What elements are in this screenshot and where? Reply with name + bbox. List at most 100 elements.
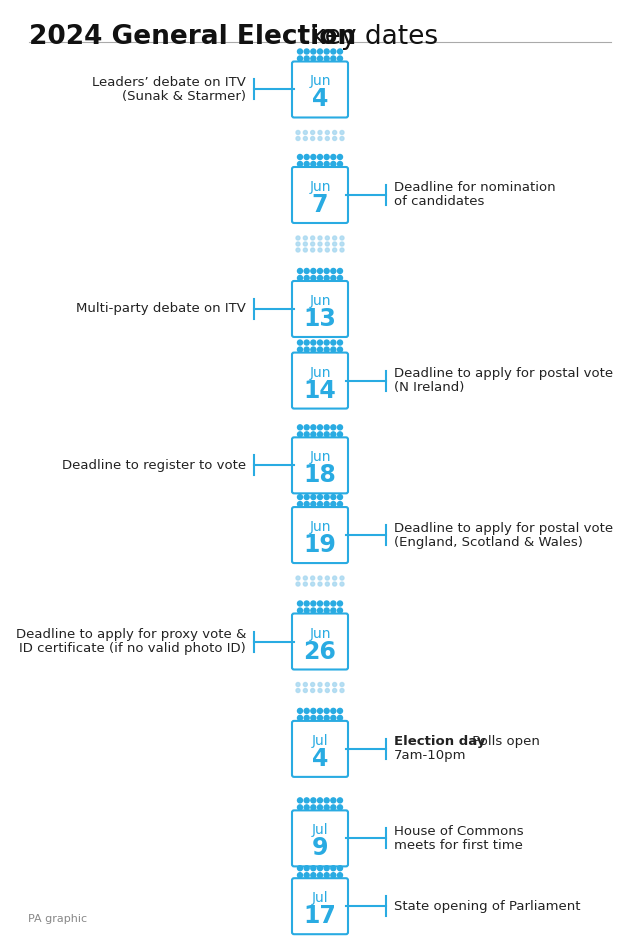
Circle shape bbox=[298, 268, 303, 273]
Text: (Sunak & Starmer): (Sunak & Starmer) bbox=[122, 90, 246, 103]
Circle shape bbox=[337, 431, 342, 437]
Circle shape bbox=[304, 501, 309, 507]
Text: Jun: Jun bbox=[309, 450, 331, 464]
FancyBboxPatch shape bbox=[292, 167, 348, 223]
Circle shape bbox=[304, 708, 309, 713]
Circle shape bbox=[298, 608, 303, 613]
Text: Jun: Jun bbox=[309, 520, 331, 534]
Circle shape bbox=[303, 683, 307, 687]
FancyBboxPatch shape bbox=[292, 878, 348, 934]
Circle shape bbox=[304, 804, 309, 810]
Circle shape bbox=[311, 804, 316, 810]
Circle shape bbox=[298, 154, 303, 159]
Circle shape bbox=[324, 431, 329, 437]
Circle shape bbox=[317, 866, 323, 870]
Circle shape bbox=[340, 137, 344, 140]
Circle shape bbox=[333, 689, 337, 692]
Circle shape bbox=[337, 804, 342, 810]
Circle shape bbox=[317, 56, 323, 61]
Circle shape bbox=[317, 495, 323, 499]
Circle shape bbox=[324, 708, 329, 713]
Circle shape bbox=[324, 804, 329, 810]
Circle shape bbox=[310, 577, 315, 580]
Circle shape bbox=[296, 131, 300, 135]
Circle shape bbox=[304, 608, 309, 613]
Circle shape bbox=[337, 608, 342, 613]
Circle shape bbox=[311, 56, 316, 61]
Circle shape bbox=[298, 708, 303, 713]
Circle shape bbox=[318, 137, 322, 140]
Circle shape bbox=[333, 582, 337, 586]
Text: Jul: Jul bbox=[312, 823, 328, 837]
Circle shape bbox=[318, 236, 322, 240]
Text: Deadline to apply for postal vote: Deadline to apply for postal vote bbox=[394, 367, 613, 380]
Circle shape bbox=[337, 49, 342, 54]
Circle shape bbox=[304, 275, 309, 281]
Circle shape bbox=[340, 683, 344, 687]
Circle shape bbox=[331, 715, 336, 721]
Circle shape bbox=[331, 268, 336, 273]
Text: Jun: Jun bbox=[309, 180, 331, 194]
Circle shape bbox=[311, 154, 316, 159]
Circle shape bbox=[337, 715, 342, 721]
Circle shape bbox=[324, 340, 329, 345]
Circle shape bbox=[331, 798, 336, 803]
Circle shape bbox=[331, 866, 336, 870]
Text: Deadline to register to vote: Deadline to register to vote bbox=[62, 459, 246, 472]
Circle shape bbox=[324, 608, 329, 613]
Circle shape bbox=[304, 268, 309, 273]
Circle shape bbox=[324, 161, 329, 167]
Circle shape bbox=[310, 248, 315, 252]
Circle shape bbox=[324, 56, 329, 61]
Circle shape bbox=[317, 501, 323, 507]
FancyBboxPatch shape bbox=[292, 507, 348, 563]
Circle shape bbox=[303, 248, 307, 252]
Circle shape bbox=[337, 154, 342, 159]
Circle shape bbox=[331, 601, 336, 606]
FancyBboxPatch shape bbox=[292, 437, 348, 494]
Circle shape bbox=[303, 582, 307, 586]
Circle shape bbox=[337, 56, 342, 61]
Circle shape bbox=[296, 683, 300, 687]
Text: 4: 4 bbox=[312, 747, 328, 771]
FancyBboxPatch shape bbox=[292, 810, 348, 867]
FancyBboxPatch shape bbox=[292, 281, 348, 337]
Circle shape bbox=[340, 577, 344, 580]
Circle shape bbox=[318, 689, 322, 692]
Circle shape bbox=[310, 137, 315, 140]
Circle shape bbox=[310, 689, 315, 692]
Circle shape bbox=[317, 275, 323, 281]
Circle shape bbox=[298, 804, 303, 810]
Circle shape bbox=[325, 242, 330, 246]
Circle shape bbox=[337, 275, 342, 281]
Circle shape bbox=[298, 347, 303, 352]
Circle shape bbox=[303, 236, 307, 240]
Circle shape bbox=[337, 708, 342, 713]
Circle shape bbox=[296, 582, 300, 586]
Circle shape bbox=[311, 425, 316, 430]
Circle shape bbox=[303, 137, 307, 140]
FancyBboxPatch shape bbox=[292, 352, 348, 409]
Circle shape bbox=[333, 131, 337, 135]
Circle shape bbox=[325, 582, 330, 586]
Text: 17: 17 bbox=[303, 904, 337, 928]
Circle shape bbox=[298, 872, 303, 878]
Circle shape bbox=[311, 608, 316, 613]
Circle shape bbox=[304, 866, 309, 870]
Text: Jun: Jun bbox=[309, 365, 331, 380]
Circle shape bbox=[304, 347, 309, 352]
Circle shape bbox=[304, 798, 309, 803]
Circle shape bbox=[304, 161, 309, 167]
Circle shape bbox=[331, 161, 336, 167]
Circle shape bbox=[310, 236, 315, 240]
Text: 7: 7 bbox=[312, 193, 328, 217]
Text: Jun: Jun bbox=[309, 294, 331, 308]
Circle shape bbox=[298, 431, 303, 437]
Circle shape bbox=[331, 804, 336, 810]
Circle shape bbox=[337, 601, 342, 606]
Circle shape bbox=[311, 275, 316, 281]
Circle shape bbox=[317, 431, 323, 437]
Circle shape bbox=[296, 248, 300, 252]
FancyBboxPatch shape bbox=[292, 613, 348, 670]
Circle shape bbox=[325, 683, 330, 687]
